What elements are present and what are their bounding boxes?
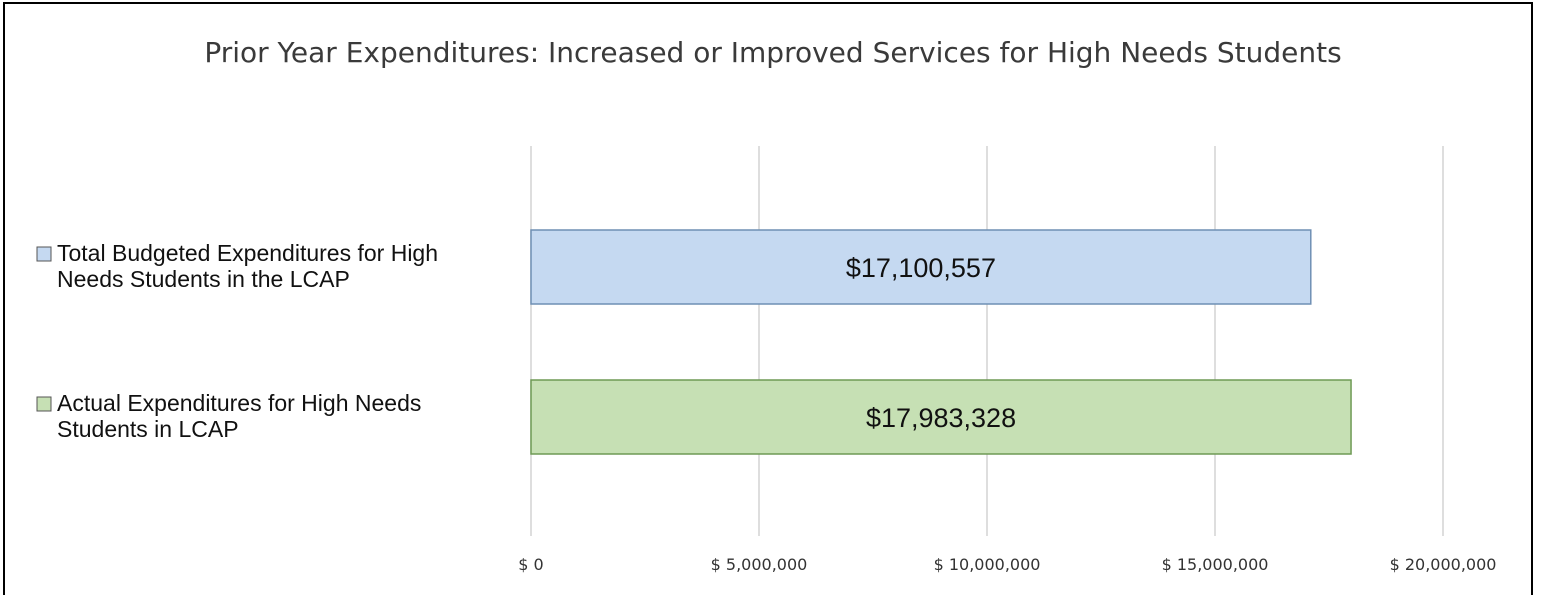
bar-value-label: $17,100,557 [846, 253, 996, 283]
x-tick-label: $ 15,000,000 [1162, 555, 1269, 574]
chart-frame: Prior Year Expenditures: Increased or Im… [3, 2, 1533, 595]
category-label: Total Budgeted Expenditures for High [57, 240, 438, 266]
category-label: Students in LCAP [57, 416, 239, 442]
bar [530, 229, 1312, 305]
chart-title: Prior Year Expenditures: Increased or Im… [204, 36, 1341, 69]
x-tick-label: $ 0 [518, 555, 543, 574]
category-labels: Total Budgeted Expenditures for HighNeed… [36, 240, 438, 442]
category-label: Needs Students in the LCAP [57, 266, 350, 292]
bar [530, 379, 1352, 455]
gridlines [530, 146, 1444, 536]
bars: $17,100,557 $17,983,328 [530, 229, 1352, 455]
bar-chart: Prior Year Expenditures: Increased or Im… [36, 36, 1496, 574]
bar-value-label: $17,983,328 [866, 403, 1016, 433]
x-tick-label: $ 5,000,000 [711, 555, 808, 574]
x-axis-ticks: $ 0 $ 5,000,000 $ 10,000,000 $ 15,000,000 $ … [518, 555, 1496, 574]
category-label: Actual Expenditures for High Needs [57, 390, 421, 416]
legend-swatch [36, 246, 52, 262]
legend-swatch [36, 396, 52, 412]
x-tick-label: $ 10,000,000 [934, 555, 1041, 574]
x-tick-label: $ 20,000,000 [1390, 555, 1497, 574]
